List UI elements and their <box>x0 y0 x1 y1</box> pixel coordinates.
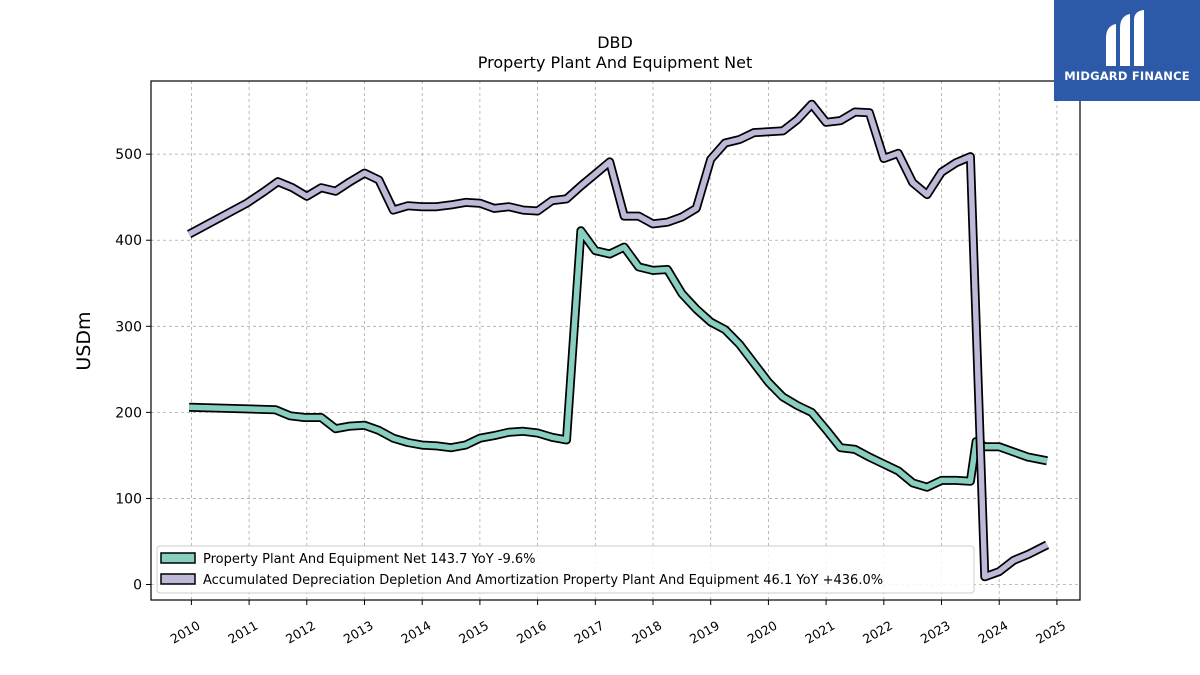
legend-swatch-ppe-net <box>160 552 196 564</box>
series-outline-0 <box>188 226 1048 492</box>
x-tick-label-2011: 2011 <box>225 618 260 647</box>
logo-text: MIDGARD FINANCE <box>1064 69 1190 83</box>
legend-entry-accumulated-depreciation: Accumulated Depreciation Depletion And A… <box>203 573 883 588</box>
x-tick-label-2019: 2019 <box>687 618 722 647</box>
y-tick-label-300: 300 <box>115 319 142 335</box>
y-tick-label-400: 400 <box>115 233 142 249</box>
series-1 <box>186 99 1050 582</box>
y-tick-label-0: 0 <box>133 578 142 594</box>
y-tick-label-200: 200 <box>115 405 142 421</box>
x-tick-label-2014: 2014 <box>398 618 433 647</box>
x-tick-label-2020: 2020 <box>745 618 780 647</box>
chart-subtitle: Property Plant And Equipment Net <box>478 53 753 72</box>
x-axis: 2010 2011 2012 2013 2014 2015 2016 2017 2018 2019… <box>168 600 1068 647</box>
y-axis-label: USDm <box>73 311 95 370</box>
x-tick-label-2025: 2025 <box>1033 618 1068 647</box>
legend-swatch-accumulated-depreciation <box>160 573 196 585</box>
y-tick-label-500: 500 <box>115 147 142 163</box>
y-tick-label-100: 100 <box>115 491 142 507</box>
plot-frame <box>150 80 1081 601</box>
x-tick-label-2015: 2015 <box>456 618 491 647</box>
series-line-1 <box>187 101 1049 580</box>
brand-logo: MIDGARD FINANCE <box>1054 0 1200 101</box>
x-tick-label-2010: 2010 <box>168 618 203 647</box>
series-lines <box>186 99 1050 582</box>
series-line-0 <box>189 228 1048 490</box>
y-axis: 0 100 200 300 400 500 <box>115 147 151 594</box>
grid <box>151 81 1080 600</box>
legend: Property Plant And Equipment Net 143.7 Y… <box>156 545 975 594</box>
x-tick-label-2023: 2023 <box>918 618 953 647</box>
x-tick-label-2024: 2024 <box>975 618 1010 647</box>
series-outline-1 <box>186 99 1050 582</box>
x-tick-label-2017: 2017 <box>572 618 607 647</box>
x-tick-label-2016: 2016 <box>514 618 549 647</box>
chart-title: DBD <box>597 33 633 52</box>
x-tick-label-2022: 2022 <box>860 618 895 647</box>
legend-box <box>156 545 975 594</box>
x-tick-label-2021: 2021 <box>802 618 837 647</box>
x-tick-label-2013: 2013 <box>341 618 376 647</box>
x-tick-label-2018: 2018 <box>629 618 664 647</box>
x-tick-label-2012: 2012 <box>283 618 318 647</box>
legend-entry-ppe-net: Property Plant And Equipment Net 143.7 Y… <box>203 552 536 567</box>
midgard-logo-icon <box>1106 10 1144 66</box>
series-0 <box>188 226 1048 492</box>
